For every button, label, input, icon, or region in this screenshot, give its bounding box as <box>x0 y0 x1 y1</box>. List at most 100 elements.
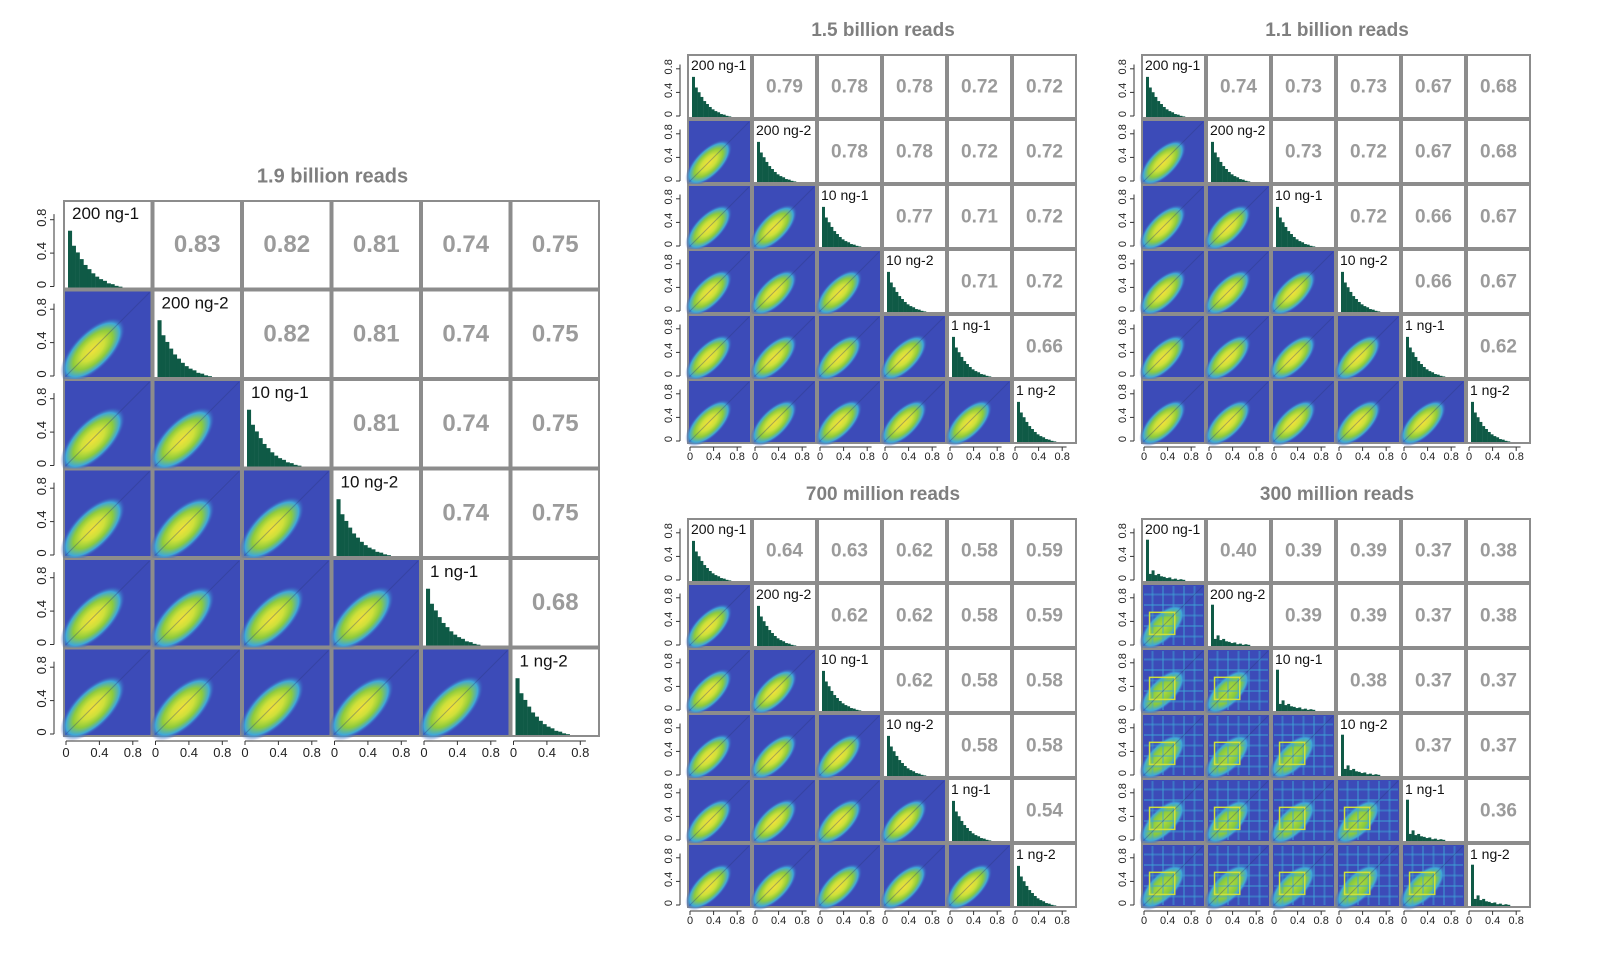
histogram-bar <box>359 541 364 556</box>
correlation-value: 0.62 <box>896 541 933 562</box>
x-tick-label: 0 <box>1466 915 1472 927</box>
sample-label: 10 ng-1 <box>1275 651 1323 667</box>
correlation-cell <box>1401 648 1466 713</box>
y-tick-label: 0 <box>1117 640 1129 646</box>
y-tick-label: 0.4 <box>1117 343 1129 358</box>
histogram-bar <box>1487 431 1491 442</box>
y-tick-label: 0.4 <box>34 511 49 529</box>
x-tick-label: 0 <box>1466 451 1472 463</box>
sample-label: 200 ng-2 <box>162 294 229 313</box>
histogram-bar <box>725 115 729 117</box>
diagonal-line <box>1273 251 1334 312</box>
histogram-bar <box>852 244 856 247</box>
histogram-bar <box>770 633 774 646</box>
x-tick-label: 0.8 <box>1509 915 1524 927</box>
x-tick-label: 0.4 <box>359 745 377 760</box>
diagonal-line <box>754 780 815 841</box>
histogram-bar <box>1146 76 1149 117</box>
histogram-bar <box>1487 901 1491 906</box>
histogram-bar <box>1173 114 1177 117</box>
y-tick-label: 0.4 <box>663 148 675 163</box>
density-blob <box>815 798 863 846</box>
density-blob <box>685 269 733 317</box>
histogram-bar <box>963 825 967 841</box>
histogram-bar <box>1298 707 1302 711</box>
panel-2: 1.1 billion reads 200 ng-1 0.74 0.73 0.73 0.6… <box>1117 20 1531 463</box>
y-tick-label: 0.8 <box>1117 319 1129 334</box>
histogram-bar <box>968 830 972 841</box>
y-tick-label: 0 <box>1117 111 1129 117</box>
x-tick-label: 0 <box>1141 915 1147 927</box>
histogram-bar <box>1377 311 1381 312</box>
y-tick-label: 0.4 <box>663 612 675 627</box>
x-tick-label: 0.8 <box>1444 451 1459 463</box>
histogram-bar <box>822 670 825 711</box>
y-tick-label: 0.4 <box>34 421 49 439</box>
diagonal-line <box>689 650 750 711</box>
histogram-bar <box>960 356 964 377</box>
histogram-bar <box>1493 436 1497 442</box>
density-blob <box>149 585 216 652</box>
density-blob <box>685 334 733 382</box>
histogram-bar <box>1479 900 1483 906</box>
diagonal-line <box>754 316 815 377</box>
histogram-bar <box>1044 903 1048 906</box>
histogram-bar <box>852 708 856 711</box>
histogram-bar <box>180 362 185 377</box>
histogram-bar <box>1473 898 1477 906</box>
correlation-cell <box>1271 518 1336 583</box>
histogram-bar <box>847 242 851 247</box>
correlation-cell <box>152 200 242 290</box>
histogram-bar <box>1219 640 1223 646</box>
correlation-cell <box>947 583 1012 648</box>
histogram-bar <box>708 570 712 581</box>
density-blob <box>149 675 216 741</box>
histogram-bar <box>1501 904 1505 906</box>
correlation-cell <box>1271 54 1336 119</box>
correlation-value: 0.81 <box>353 321 400 348</box>
x-tick-label: 0 <box>510 745 517 760</box>
histogram-bar <box>289 463 294 467</box>
histogram-bar <box>1442 839 1446 841</box>
histogram-bar <box>849 708 853 711</box>
histogram-bar <box>974 835 978 841</box>
sample-label: 200 ng-2 <box>1210 586 1265 602</box>
histogram-bar <box>1033 895 1037 906</box>
x-tick-label: 0.4 <box>1031 915 1046 927</box>
diagonal-line <box>689 381 750 442</box>
histogram-bar <box>917 309 921 312</box>
histogram-bar <box>1025 421 1029 442</box>
histogram-bar <box>1303 244 1307 247</box>
correlation-value: 0.59 <box>1026 541 1063 562</box>
histogram-bar <box>773 171 777 182</box>
y-tick-label: 0 <box>663 640 675 646</box>
histogram-bar <box>457 637 462 646</box>
y-tick-label: 0.8 <box>663 319 675 334</box>
density-blob <box>239 585 305 652</box>
histogram-bar <box>542 724 547 735</box>
y-tick-label: 0.8 <box>1117 523 1129 538</box>
histogram-bar <box>247 409 252 467</box>
correlation-value: 0.67 <box>1480 207 1517 228</box>
correlation-cell <box>1336 583 1401 648</box>
diagonal-line <box>949 845 1010 906</box>
diagonal-line <box>819 715 880 776</box>
x-tick-label: 0.4 <box>180 745 198 760</box>
histogram-bar <box>703 565 707 581</box>
histogram-bar <box>188 368 193 377</box>
histogram-bar <box>1309 245 1313 247</box>
correlation-cell <box>510 200 600 290</box>
histogram-bar <box>968 366 972 377</box>
histogram-bar <box>822 206 825 247</box>
histogram-bar <box>776 638 780 646</box>
histogram-bar <box>1482 898 1486 906</box>
density-blob <box>328 585 395 652</box>
x-tick-label: 0.4 <box>1485 451 1500 463</box>
histogram-bar <box>700 560 704 581</box>
histogram-bar <box>1287 703 1291 711</box>
correlation-value: 0.37 <box>1480 671 1517 692</box>
x-tick-label: 0.8 <box>213 745 231 760</box>
correlation-cell <box>947 249 1012 314</box>
histogram-bar <box>1498 439 1502 442</box>
density-box <box>1213 871 1241 896</box>
